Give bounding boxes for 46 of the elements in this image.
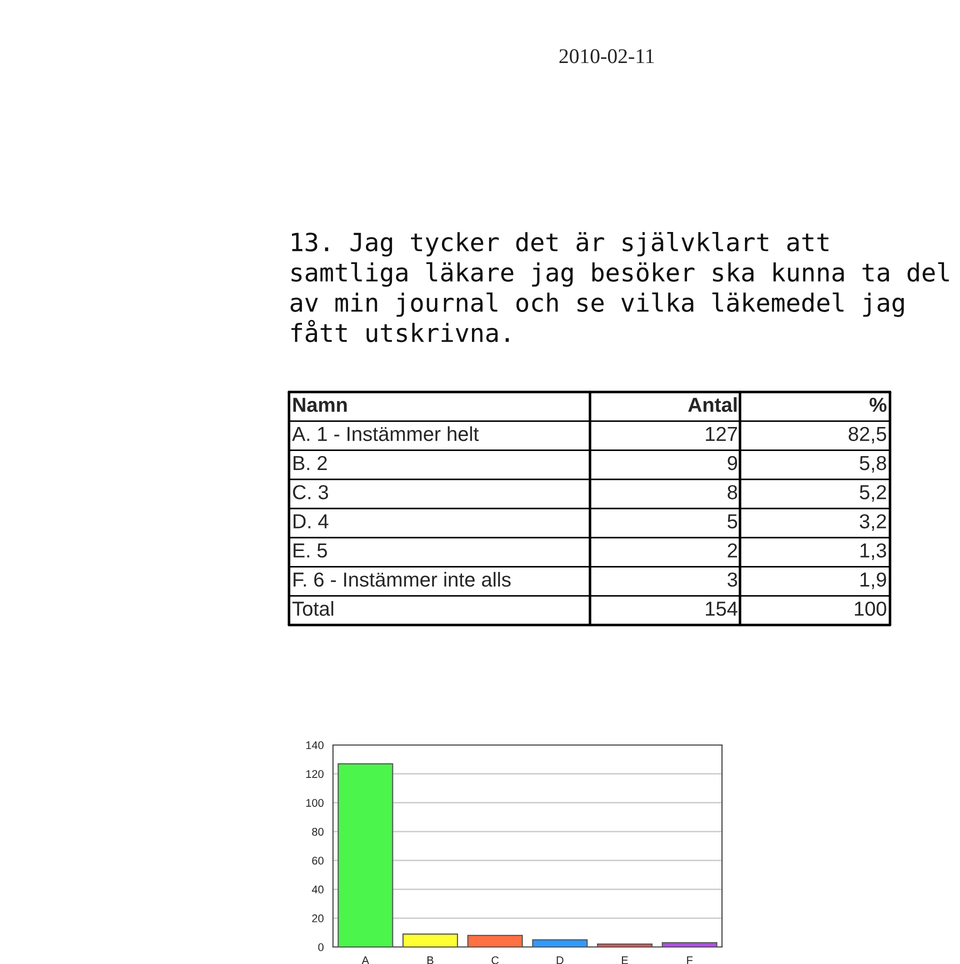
text: 1,3 xyxy=(860,543,886,560)
text: 127 xyxy=(706,426,737,441)
x-tick-label: C xyxy=(492,956,499,964)
bar xyxy=(338,763,394,947)
text: 154 xyxy=(706,602,738,616)
x-tick-label: E xyxy=(622,956,628,964)
bar xyxy=(662,942,718,947)
y-tick-label: 60 xyxy=(312,856,324,865)
y-tick-label: 80 xyxy=(312,828,324,836)
chart-title: 13. Jag tycker det är självklart att samtliga läkare jag besöker ska kunna ta del av min journal och se vilka läkemedel jag fått utskrivna. xyxy=(290,232,949,342)
text: Namn xyxy=(293,398,347,412)
text: D. 4 xyxy=(294,514,328,528)
text: 2 xyxy=(728,543,737,558)
x-tick-label: F xyxy=(687,956,693,964)
text: 8 xyxy=(728,485,738,500)
x-tick-label: D xyxy=(556,956,564,964)
text: C. 3 xyxy=(293,485,328,500)
text: 5 xyxy=(728,514,738,528)
text: 1,9 xyxy=(860,572,886,590)
x-tick-label: A xyxy=(362,956,370,964)
bar xyxy=(467,934,523,947)
text: A. 1 - Instämmer helt xyxy=(292,426,479,442)
y-tick-label: 120 xyxy=(306,770,324,778)
text: 3 xyxy=(728,572,738,587)
x-tick-label: B xyxy=(427,956,434,964)
text: 100 xyxy=(854,602,886,616)
y-tick-label: 20 xyxy=(312,914,324,922)
text: B. 2 xyxy=(294,456,327,470)
y-tick-label: 40 xyxy=(312,886,324,894)
y-tick-label: 0 xyxy=(318,943,324,952)
text: Total xyxy=(292,601,334,616)
bar xyxy=(402,933,458,947)
bar xyxy=(532,939,588,947)
text: 2010-02-11 xyxy=(559,49,654,64)
text: % xyxy=(870,398,886,412)
bar xyxy=(596,944,653,947)
text: 3,2 xyxy=(860,514,886,531)
y-tick-label: 100 xyxy=(306,798,324,807)
text: 9 xyxy=(728,456,738,470)
y-tick-label: 140 xyxy=(306,741,324,750)
text: 5,8 xyxy=(860,456,886,473)
text: 82,5 xyxy=(848,426,886,444)
text: E. 5 xyxy=(294,544,327,558)
text: Antal xyxy=(688,397,737,412)
text: F. 6 - Instämmer inte alls xyxy=(294,572,511,587)
text: 5,2 xyxy=(860,485,886,502)
